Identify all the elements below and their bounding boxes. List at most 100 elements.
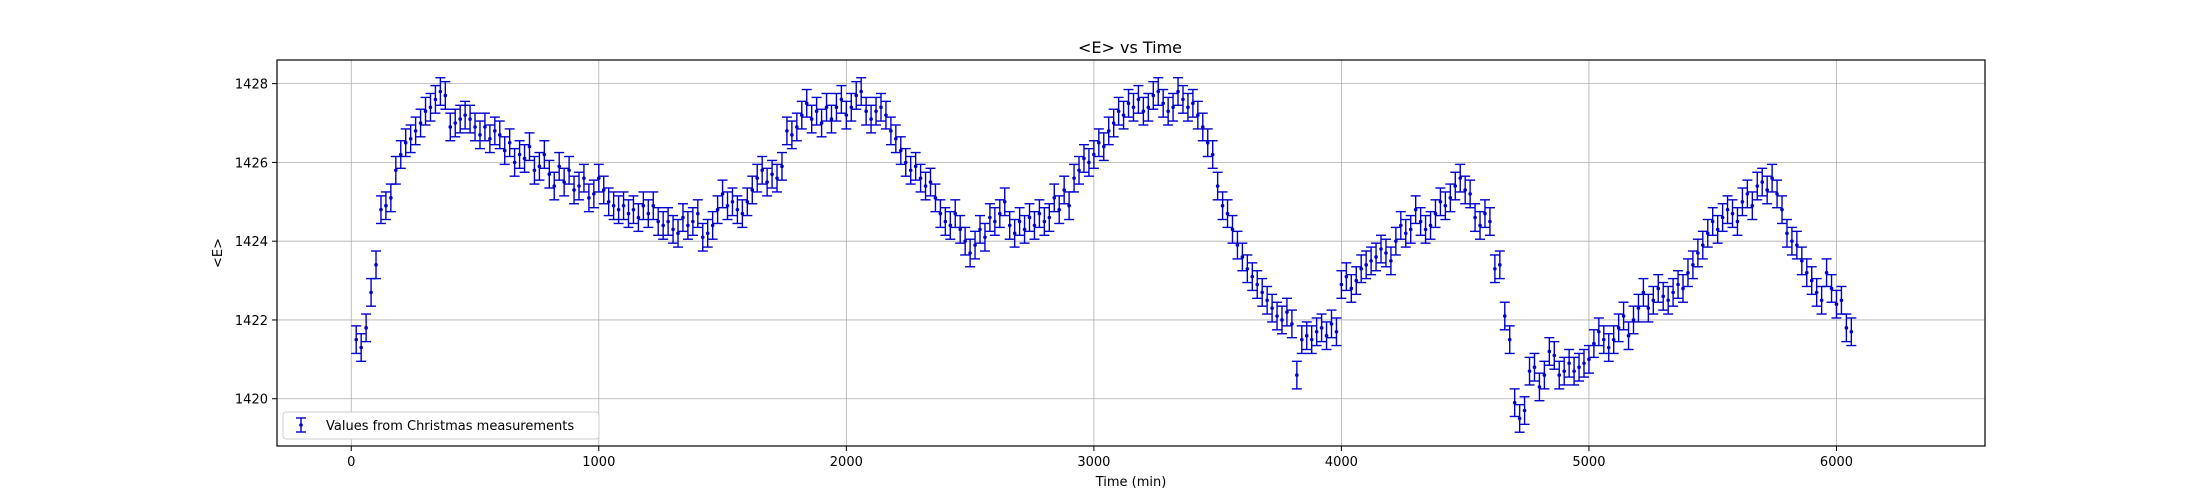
point-marker bbox=[988, 215, 992, 220]
point-marker bbox=[1161, 101, 1165, 106]
point-marker bbox=[755, 176, 760, 180]
point-marker bbox=[1765, 188, 1769, 192]
data-point bbox=[1014, 207, 1025, 236]
data-point bbox=[1692, 238, 1703, 268]
data-point bbox=[1385, 246, 1396, 276]
point-marker bbox=[596, 176, 601, 180]
data-point bbox=[564, 155, 575, 185]
data-point bbox=[405, 124, 416, 154]
point-marker bbox=[1374, 255, 1378, 259]
point-marker bbox=[819, 121, 824, 125]
point-marker bbox=[1661, 294, 1666, 299]
point-marker bbox=[1656, 286, 1661, 291]
data-point bbox=[1648, 285, 1659, 315]
data-point bbox=[1781, 218, 1792, 248]
point-marker bbox=[1804, 270, 1809, 275]
point-marker bbox=[1007, 223, 1012, 228]
point-marker bbox=[671, 227, 675, 232]
data-point bbox=[772, 163, 783, 193]
data-point bbox=[470, 112, 481, 142]
data-point bbox=[663, 207, 674, 236]
point-marker bbox=[1809, 278, 1814, 283]
point-marker bbox=[359, 345, 363, 350]
point-marker bbox=[1512, 400, 1517, 405]
point-marker bbox=[636, 215, 641, 220]
point-marker bbox=[1834, 302, 1839, 307]
point-marker bbox=[601, 188, 606, 192]
point-marker bbox=[394, 168, 398, 173]
data-point bbox=[1371, 242, 1382, 272]
point-marker bbox=[468, 117, 472, 121]
point-marker bbox=[1696, 251, 1700, 255]
data-point bbox=[1083, 147, 1094, 177]
data-point bbox=[1425, 210, 1436, 240]
data-point bbox=[687, 207, 698, 236]
data-point bbox=[633, 203, 644, 233]
point-marker bbox=[379, 207, 383, 212]
data-point bbox=[826, 104, 837, 134]
data-point bbox=[885, 116, 896, 146]
data-point bbox=[1024, 203, 1035, 233]
data-point bbox=[1450, 171, 1461, 201]
point-marker bbox=[700, 235, 705, 240]
data-point bbox=[1168, 92, 1179, 122]
data-point bbox=[1247, 262, 1258, 292]
data-point bbox=[380, 191, 391, 221]
data-point bbox=[890, 124, 901, 154]
data-point bbox=[811, 96, 822, 126]
data-point bbox=[1177, 84, 1188, 114]
data-point bbox=[1029, 210, 1040, 240]
point-marker bbox=[1770, 176, 1774, 180]
point-marker bbox=[923, 184, 928, 188]
point-marker bbox=[532, 168, 537, 173]
data-point bbox=[450, 108, 461, 138]
point-marker bbox=[993, 219, 997, 224]
data-point bbox=[1019, 214, 1030, 244]
data-point bbox=[593, 163, 604, 193]
point-marker bbox=[1280, 318, 1284, 322]
point-marker bbox=[507, 140, 512, 145]
point-marker bbox=[666, 219, 670, 224]
data-point bbox=[1707, 207, 1718, 236]
point-marker bbox=[725, 203, 730, 208]
data-point bbox=[1331, 317, 1342, 347]
point-marker bbox=[1433, 211, 1438, 216]
point-marker bbox=[1394, 239, 1398, 243]
data-point bbox=[1796, 246, 1807, 276]
data-point bbox=[831, 92, 842, 122]
point-marker bbox=[676, 231, 680, 236]
point-marker bbox=[1171, 105, 1175, 110]
point-marker bbox=[488, 136, 492, 141]
data-point bbox=[1445, 183, 1456, 213]
point-marker bbox=[765, 180, 769, 184]
data-point bbox=[1821, 258, 1832, 288]
point-marker bbox=[1592, 341, 1596, 346]
point-marker bbox=[527, 144, 532, 149]
point-marker bbox=[1562, 369, 1566, 373]
point-marker bbox=[963, 239, 967, 243]
data-point bbox=[1395, 210, 1406, 240]
point-marker bbox=[1067, 203, 1071, 208]
data-point bbox=[534, 151, 545, 181]
point-marker bbox=[1606, 345, 1611, 350]
point-marker bbox=[1755, 184, 1760, 188]
data-point bbox=[989, 207, 1000, 236]
point-marker bbox=[681, 215, 685, 220]
data-point bbox=[1687, 250, 1698, 280]
point-marker bbox=[1290, 322, 1294, 326]
point-marker bbox=[859, 89, 863, 94]
point-marker bbox=[1240, 255, 1245, 259]
point-marker bbox=[1557, 373, 1562, 377]
data-point bbox=[1633, 293, 1644, 323]
point-marker bbox=[1235, 243, 1240, 247]
data-point bbox=[371, 250, 382, 280]
legend-box bbox=[282, 411, 600, 440]
point-marker bbox=[1092, 152, 1096, 157]
data-point bbox=[1702, 218, 1713, 248]
point-marker bbox=[626, 211, 631, 216]
point-marker bbox=[1369, 259, 1373, 263]
point-marker bbox=[1181, 97, 1185, 102]
point-marker bbox=[1750, 203, 1755, 208]
point-marker bbox=[364, 326, 368, 330]
